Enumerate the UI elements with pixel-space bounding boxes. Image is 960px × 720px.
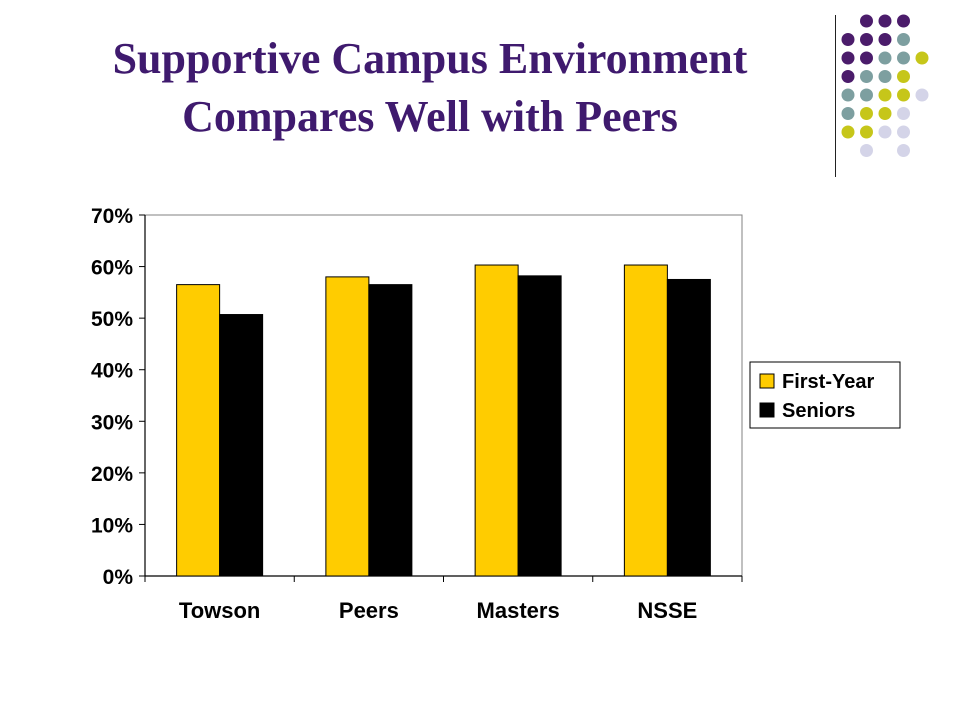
legend-label: Seniors — [782, 400, 855, 422]
legend-swatch — [759, 373, 775, 389]
decorative-dot — [897, 144, 910, 157]
decorative-dot — [860, 88, 873, 102]
bar-first-year — [325, 276, 370, 577]
legend-box — [749, 361, 901, 429]
decorative-dot — [860, 14, 873, 28]
y-tick-label: 10% — [91, 514, 133, 537]
decorative-dot-grid — [841, 14, 929, 157]
decorative-dot — [860, 107, 873, 120]
y-tick-label: 60% — [91, 257, 133, 280]
decorative-dot — [897, 107, 910, 120]
decorative-dot — [860, 144, 873, 157]
y-tick-label: 20% — [91, 463, 133, 486]
y-tick-label: 30% — [91, 411, 133, 434]
x-category-label: Peers — [339, 598, 399, 623]
x-category-label: Masters — [477, 598, 560, 623]
y-tick-label: 70% — [91, 205, 133, 228]
legend-label: First-Year — [782, 371, 874, 393]
bar-seniors — [368, 284, 413, 577]
decorative-dot — [860, 70, 873, 83]
decorative-dot — [841, 33, 855, 46]
x-category-label: NSSE — [637, 598, 697, 623]
y-tick-label: 40% — [91, 360, 133, 383]
decorative-dot — [841, 70, 855, 83]
decorative-dot — [878, 107, 892, 120]
bar-seniors — [666, 278, 711, 577]
decorative-dot — [860, 125, 873, 139]
decorative-dot — [860, 33, 873, 46]
decorative-dot — [897, 33, 910, 46]
slide-title: Supportive Campus Environment Compares W… — [30, 30, 830, 146]
bar-first-year — [474, 264, 519, 577]
decorative-dot — [897, 88, 910, 102]
decorative-dot — [841, 51, 855, 65]
decorative-dot — [878, 70, 892, 83]
decorative-dot — [878, 14, 892, 28]
bar-seniors — [517, 275, 562, 577]
decorative-divider — [835, 15, 836, 177]
bar-first-year — [176, 284, 221, 577]
decorative-dot — [897, 14, 910, 28]
decorative-dot — [897, 51, 910, 65]
decorative-dot — [915, 88, 929, 102]
decorative-dot — [841, 107, 855, 120]
decorative-dot — [841, 125, 855, 139]
decorative-dot — [878, 125, 892, 139]
decorative-dot — [897, 125, 910, 139]
decorative-dot — [878, 33, 892, 46]
bar-seniors — [219, 314, 264, 577]
decorative-dot — [878, 88, 892, 102]
decorative-dot — [878, 51, 892, 65]
y-tick-label: 50% — [91, 308, 133, 331]
y-tick-label: 0% — [103, 566, 134, 589]
decorative-dot — [860, 51, 873, 65]
decorative-dot — [897, 70, 910, 83]
legend-swatch — [759, 402, 775, 418]
decorative-dot — [915, 51, 929, 65]
bar-first-year — [623, 264, 668, 577]
decorative-dot — [841, 88, 855, 102]
title-line-1: Supportive Campus Environment — [112, 34, 748, 83]
title-line-2: Compares Well with Peers — [182, 92, 678, 141]
x-category-label: Towson — [179, 598, 260, 623]
